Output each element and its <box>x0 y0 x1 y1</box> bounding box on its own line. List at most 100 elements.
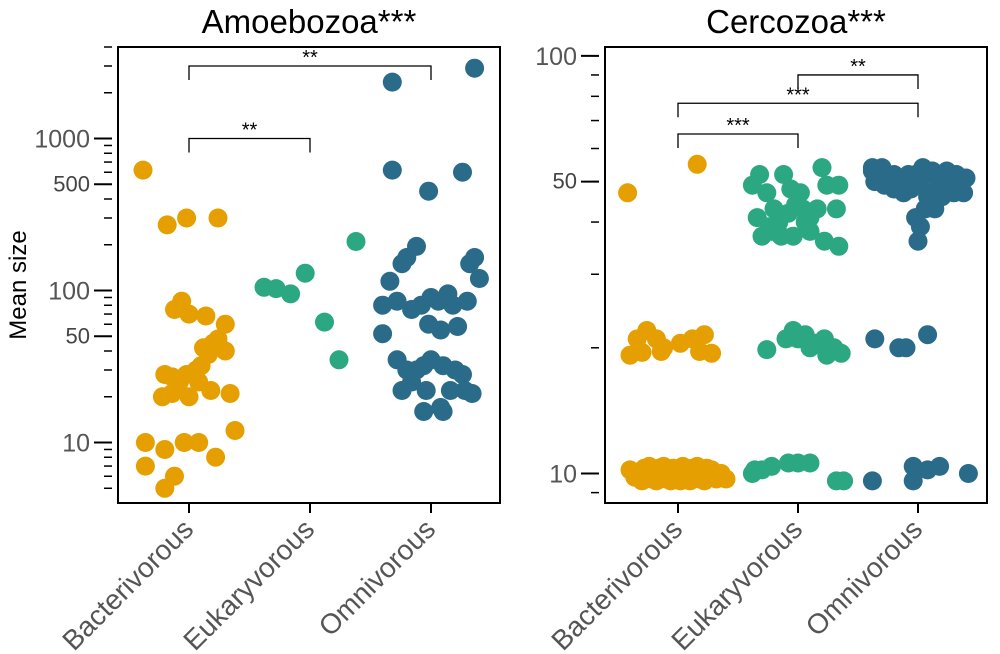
y-tick-label: 50 <box>553 169 577 194</box>
significance-label: *** <box>726 115 750 137</box>
significance-label: *** <box>786 84 810 106</box>
data-point-eukaryvorous <box>783 226 803 246</box>
data-point-bacterivorous <box>651 342 671 361</box>
y-tick-label: 1000 <box>34 126 90 154</box>
data-point-omnivorous <box>920 195 940 215</box>
data-point-omnivorous <box>433 402 453 421</box>
data-point-bacterivorous <box>206 447 226 467</box>
data-point-omnivorous <box>416 381 436 400</box>
significance-label: ** <box>242 120 258 142</box>
panel-title: Cercozoa*** <box>706 3 886 40</box>
data-point-bacterivorous <box>220 384 240 403</box>
data-point-eukaryvorous <box>329 350 349 370</box>
data-point-eukaryvorous <box>766 217 786 237</box>
data-point-eukaryvorous <box>817 175 837 195</box>
data-point-bacterivorous <box>179 387 199 407</box>
data-point-omnivorous <box>946 165 966 184</box>
data-point-omnivorous <box>440 381 460 400</box>
data-point-omnivorous <box>462 384 482 403</box>
data-point-eukaryvorous <box>745 460 765 480</box>
y-tick-label: 10 <box>549 461 577 489</box>
data-point-bacterivorous <box>225 421 245 440</box>
data-point-bacterivorous <box>201 381 221 400</box>
data-point-omnivorous <box>910 217 930 237</box>
data-point-omnivorous <box>380 271 400 291</box>
significance-bracket <box>677 102 919 118</box>
significance-label: ** <box>302 47 318 69</box>
data-point-omnivorous <box>862 471 882 491</box>
data-point-omnivorous <box>457 291 477 311</box>
data-point-eukaryvorous <box>266 279 286 299</box>
plot-frame <box>117 46 501 504</box>
data-point-bacterivorous <box>155 478 175 498</box>
data-point-bacterivorous <box>632 342 652 362</box>
data-point-bacterivorous <box>189 433 209 452</box>
data-point-bacterivorous <box>215 341 235 361</box>
data-point-eukaryvorous <box>757 340 777 360</box>
data-point-bacterivorous <box>135 433 155 452</box>
data-point-bacterivorous <box>157 215 177 235</box>
y-tick-label: 100 <box>535 43 577 71</box>
data-point-omnivorous <box>419 181 439 201</box>
data-point-omnivorous <box>915 165 935 184</box>
data-point-bacterivorous <box>208 208 228 228</box>
data-point-bacterivorous <box>174 433 194 452</box>
data-point-eukaryvorous <box>800 453 820 473</box>
data-point-omnivorous <box>414 402 434 421</box>
data-point-omnivorous <box>896 338 916 358</box>
x-tick-label-omnivorous: Omnivorous <box>800 513 929 642</box>
data-point-omnivorous <box>392 254 412 274</box>
data-point-omnivorous <box>373 324 393 344</box>
data-point-eukaryvorous <box>814 231 834 251</box>
data-point-omnivorous <box>958 464 978 483</box>
data-point-bacterivorous <box>687 154 707 174</box>
x-tick-label-omnivorous: Omnivorous <box>313 513 442 642</box>
data-point-omnivorous <box>448 317 468 336</box>
data-point-omnivorous <box>903 456 923 476</box>
data-point-omnivorous <box>918 325 938 345</box>
data-point-omnivorous <box>402 372 422 392</box>
data-point-omnivorous <box>862 161 882 181</box>
data-point-bacterivorous <box>177 208 197 228</box>
data-point-bacterivorous <box>702 343 722 363</box>
data-point-eukaryvorous <box>750 165 770 184</box>
data-point-bacterivorous <box>135 456 155 476</box>
panel-amoebozoa: Amoebozoa***10501005001000BacterivorousE… <box>34 3 501 654</box>
panel-cercozoa: Cercozoa***1050100BacterivorousEukaryvor… <box>535 3 988 654</box>
panel-title: Amoebozoa*** <box>202 3 417 40</box>
y-tick-label: 10 <box>62 430 90 458</box>
data-point-eukaryvorous <box>800 338 820 358</box>
data-point-omnivorous <box>431 320 451 340</box>
significance-bracket <box>188 137 311 153</box>
significance-label: ** <box>850 56 866 78</box>
data-point-omnivorous <box>894 183 914 203</box>
y-tick-label: 500 <box>53 171 90 196</box>
data-point-bacterivorous <box>169 372 189 392</box>
data-point-omnivorous <box>373 295 393 315</box>
data-point-bacterivorous <box>179 304 199 324</box>
data-point-omnivorous <box>908 231 928 251</box>
data-point-eukaryvorous <box>829 236 849 256</box>
data-point-omnivorous <box>465 248 485 267</box>
data-point-eukaryvorous <box>776 329 796 349</box>
data-point-bacterivorous <box>194 338 213 358</box>
data-point-bacterivorous <box>716 469 736 489</box>
data-point-eukaryvorous <box>795 212 815 232</box>
data-point-omnivorous <box>382 160 402 180</box>
data-point-omnivorous <box>387 291 407 311</box>
data-point-omnivorous <box>465 58 485 78</box>
data-point-eukaryvorous <box>812 158 832 178</box>
data-point-omnivorous <box>865 329 885 349</box>
data-point-bacterivorous <box>133 160 153 180</box>
data-point-omnivorous <box>382 72 402 92</box>
data-point-bacterivorous <box>694 325 714 345</box>
significance-bracket <box>188 65 432 80</box>
data-point-bacterivorous <box>618 183 638 203</box>
significance-bracket <box>797 74 919 89</box>
data-point-eukaryvorous <box>757 183 777 203</box>
significance-bracket <box>677 133 799 148</box>
y-axis-label: Mean size <box>5 230 32 339</box>
x-tick-label-eukaryvorous: Eukaryvorous <box>177 513 320 654</box>
data-point-omnivorous <box>903 471 923 491</box>
